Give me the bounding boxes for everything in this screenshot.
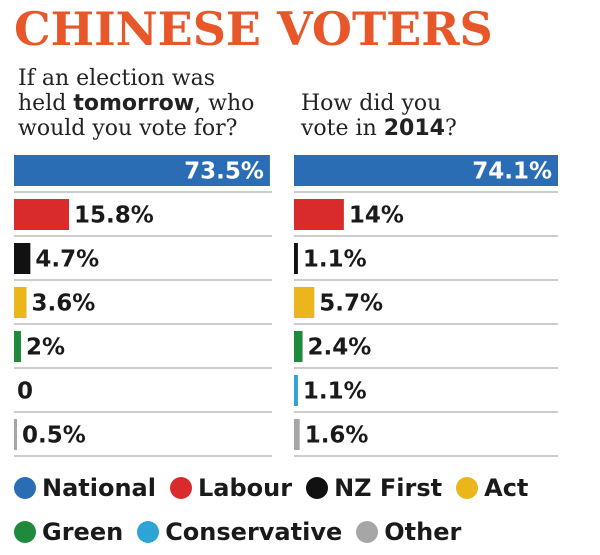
legend-label-national: National	[42, 474, 156, 502]
legend-label-green: Green	[42, 518, 124, 546]
legend-item-nz-first: NZ First	[306, 470, 442, 506]
legend-item-green: Green	[14, 514, 123, 550]
legend-dot-national	[14, 477, 36, 499]
bar-act-2014	[294, 287, 315, 318]
bar-labour-tomorrow	[14, 199, 70, 230]
legend-dot-nz-first	[306, 477, 329, 499]
bar-nz-first-2014	[294, 243, 298, 274]
bar-national-2014	[294, 155, 558, 186]
data-label-national-tomorrow: 73.5%	[184, 159, 264, 185]
legend-label-labour: Labour	[197, 474, 293, 502]
chart-title: CHINESE VOTERS	[14, 2, 493, 56]
legend-dot-act	[456, 477, 479, 499]
right-question: How did you vote in 2014?	[301, 91, 457, 141]
legend: National Labour NZ First Act Green Conservati…	[14, 470, 600, 550]
bar-nz-first-tomorrow	[14, 243, 31, 274]
bar-green-2014	[294, 331, 303, 362]
bar-conservative-2014	[294, 375, 298, 406]
legend-dot-other	[356, 521, 379, 543]
legend-label-nz-first: NZ First	[334, 474, 443, 502]
data-label-green-2014: 2.4%	[308, 335, 372, 361]
bar-labour-2014	[294, 199, 344, 230]
legend-label-other: Other	[384, 518, 462, 546]
legend-dot-green	[14, 521, 36, 543]
data-label-conservative-tomorrow: 0	[17, 379, 33, 405]
legend-item-other: Other	[356, 514, 461, 550]
bar-other-2014	[294, 419, 300, 450]
legend-dot-labour	[169, 477, 192, 499]
legend-item-act: Act	[456, 470, 528, 506]
left-question-line2-pre: held	[18, 91, 74, 116]
data-label-labour-tomorrow: 15.8%	[74, 203, 154, 229]
bar-green-tomorrow	[14, 331, 21, 362]
left-question-line3: would you vote for?	[18, 116, 238, 141]
left-question-bold: tomorrow	[73, 91, 195, 116]
data-label-green-tomorrow: 2%	[26, 335, 65, 361]
data-label-national-2014: 74.1%	[472, 159, 552, 185]
data-label-act-tomorrow: 3.6%	[32, 291, 96, 317]
right-question-line2-pre: vote in	[301, 116, 384, 141]
bar-act-tomorrow	[14, 287, 27, 318]
data-label-other-2014: 1.6%	[305, 423, 369, 449]
left-question-line1: If an election was	[18, 66, 216, 91]
left-question-line2-post: , who	[194, 91, 255, 116]
legend-item-conservative: Conservative	[137, 514, 342, 550]
legend-dot-conservative	[137, 521, 160, 543]
right-question-bold: 2014	[383, 116, 445, 141]
right-question-line2-post: ?	[444, 116, 457, 141]
legend-item-national: National	[14, 470, 156, 506]
legend-label-conservative: Conservative	[165, 518, 343, 546]
data-label-conservative-2014: 1.1%	[303, 379, 367, 405]
left-question: If an election was held tomorrow, who wo…	[18, 66, 254, 141]
data-label-other-tomorrow: 0.5%	[22, 423, 86, 449]
bar-national-tomorrow	[14, 155, 270, 186]
data-label-nz-first-2014: 1.1%	[303, 247, 367, 273]
legend-label-act: Act	[484, 474, 529, 502]
bar-chart: 73.5% 15.8% 4.7% 3.6% 2% 0 0.5% 74.1% 14% 1.1% 5.7…	[14, 155, 558, 457]
data-label-act-2014: 5.7%	[319, 291, 383, 317]
data-label-nz-first-tomorrow: 4.7%	[35, 247, 99, 273]
right-question-line1: How did you	[301, 91, 442, 116]
legend-item-labour: Labour	[169, 470, 293, 506]
bar-other-tomorrow	[14, 419, 17, 450]
data-label-labour-2014: 14%	[349, 203, 404, 229]
